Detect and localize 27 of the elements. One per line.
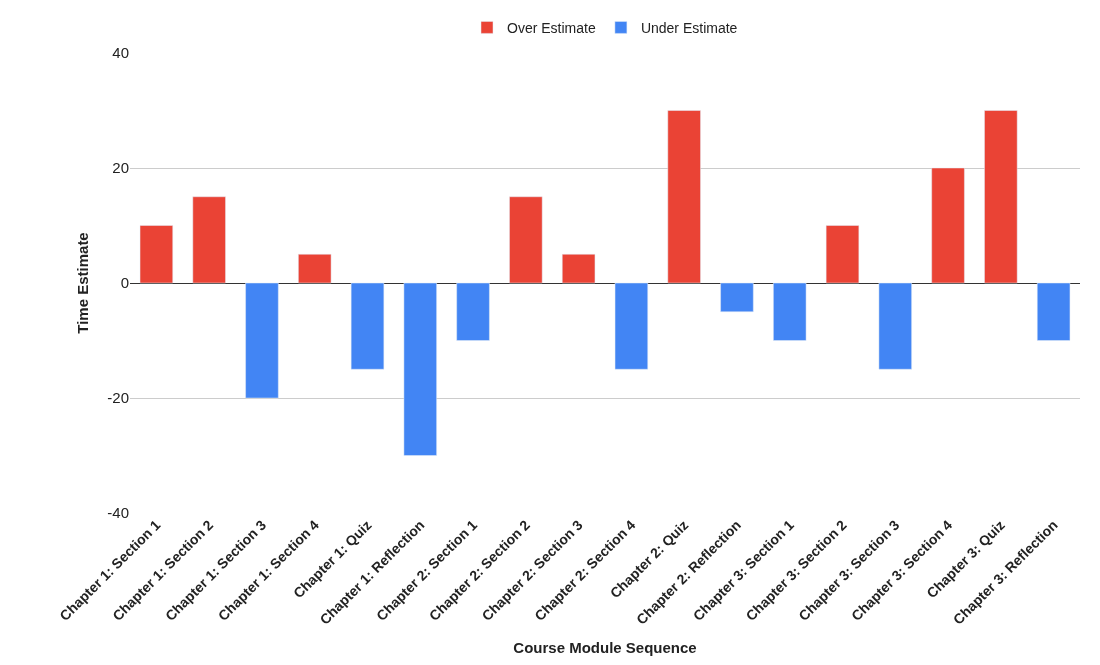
bar — [192, 196, 226, 284]
bar — [667, 110, 701, 284]
y-tick-label: 20 — [112, 159, 129, 177]
y-tick-label: 0 — [120, 274, 129, 292]
bar — [1037, 282, 1071, 341]
legend-label: Over Estimate — [507, 19, 596, 36]
bar — [825, 225, 860, 284]
bar — [403, 282, 437, 456]
bar — [773, 282, 807, 341]
bar — [878, 282, 912, 370]
bar — [562, 254, 596, 284]
bar — [139, 225, 173, 284]
x-axis-title: Course Module Sequence — [513, 638, 697, 656]
bar — [984, 110, 1018, 284]
bar — [456, 282, 490, 341]
bar — [245, 282, 279, 399]
y-tick-label: -40 — [107, 504, 129, 522]
bar — [350, 282, 385, 370]
bar — [509, 196, 543, 284]
bar — [614, 282, 648, 370]
bar — [720, 282, 754, 312]
legend-label: Under Estimate — [640, 19, 738, 36]
y-tick-label: 40 — [112, 44, 129, 62]
y-tick-label: -20 — [107, 389, 129, 407]
y-axis-title: Time Estimate — [73, 232, 91, 334]
bar — [298, 254, 332, 284]
bar — [931, 167, 965, 284]
